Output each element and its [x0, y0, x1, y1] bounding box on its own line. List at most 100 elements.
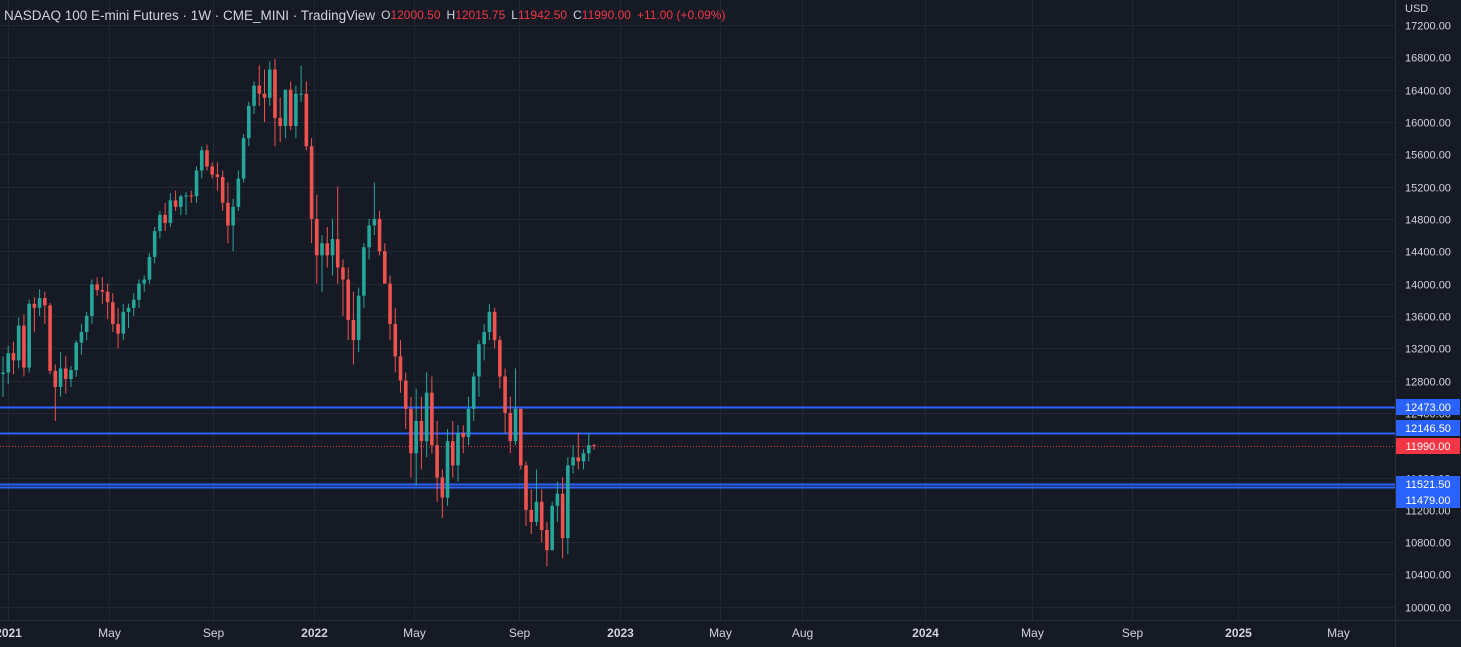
- candle-body: [503, 376, 507, 413]
- candle: [220, 170, 225, 211]
- candle-body: [487, 311, 492, 333]
- time-tick-label: May: [403, 626, 426, 640]
- candle-body: [137, 283, 141, 300]
- candle-body: [524, 465, 528, 510]
- candle: [283, 89, 288, 139]
- price-tick-label: 15600.00: [1405, 150, 1451, 162]
- candle: [27, 299, 31, 373]
- candle-body: [435, 445, 439, 478]
- candle-body: [79, 332, 84, 343]
- price-level-tag: [1396, 399, 1460, 415]
- price-level-tag: [1396, 420, 1460, 436]
- candle: [236, 170, 241, 211]
- candle-body: [304, 93, 309, 147]
- candle-body: [90, 284, 94, 316]
- candle: [37, 289, 42, 316]
- candle: [215, 162, 220, 191]
- time-tick-label: Sep: [203, 626, 225, 640]
- candle: [95, 277, 99, 296]
- candle-body: [163, 214, 167, 223]
- candle-body: [100, 290, 105, 292]
- candle-body: [539, 501, 544, 531]
- high-value: 12015.75: [455, 8, 506, 22]
- candle: [90, 279, 94, 324]
- candle: [168, 193, 173, 228]
- candle: [414, 388, 418, 486]
- candle: [43, 291, 47, 324]
- ohlc-values: O12000.50 H12015.75 L11942.50 C11990.00 …: [381, 8, 725, 22]
- candle: [539, 489, 544, 543]
- candle: [11, 341, 16, 375]
- candle: [529, 489, 534, 535]
- candle: [498, 336, 502, 389]
- candle-body: [27, 303, 31, 368]
- candle-body: [58, 368, 63, 388]
- candle-body: [440, 477, 445, 498]
- candle-body: [1, 372, 5, 375]
- change-value: +11.00 (+0.09%): [636, 8, 726, 22]
- candle: [273, 58, 277, 147]
- price-tick-label: 11200.00: [1405, 506, 1450, 518]
- candle: [210, 162, 215, 179]
- candle-body: [576, 457, 581, 462]
- candle: [487, 303, 492, 341]
- price-tick-label: 16400.00: [1405, 86, 1451, 98]
- candle-body: [236, 178, 241, 207]
- candle: [231, 198, 235, 252]
- time-tick-label: May: [98, 626, 121, 640]
- candle: [372, 182, 377, 236]
- price-tags: 12473.00 12146.50 11521.50 11479.00 11990.00: [1396, 399, 1460, 508]
- symbol-title[interactable]: NASDAQ 100 E-mini Futures · 1W · CME_MIN…: [4, 7, 376, 23]
- candle-body: [48, 305, 52, 371]
- candle-body: [283, 89, 288, 127]
- candle: [461, 424, 466, 454]
- candle: [555, 481, 560, 522]
- candle-body: [37, 298, 42, 308]
- candle-body: [199, 150, 204, 171]
- currency-label: USD: [1405, 3, 1429, 15]
- candle-body: [288, 89, 293, 127]
- candle-body: [22, 325, 26, 368]
- candle-body: [299, 93, 303, 95]
- time-tick-label: 2023: [607, 626, 634, 640]
- candle: [456, 424, 460, 482]
- candle: [137, 279, 141, 308]
- candle: [53, 364, 58, 421]
- candle: [424, 372, 429, 458]
- price-tick-label: 14000.00: [1405, 280, 1451, 292]
- candle-body: [173, 200, 178, 207]
- candle: [131, 293, 136, 316]
- candle-body: [403, 380, 408, 409]
- candle-body: [581, 453, 586, 462]
- candle: [16, 317, 21, 369]
- candle: [184, 192, 188, 215]
- open-label: O: [381, 8, 391, 22]
- time-tick-label: 2024: [912, 626, 939, 640]
- candle: [477, 340, 481, 397]
- candle: [508, 396, 513, 454]
- candle: [377, 210, 382, 256]
- price-tick-label: 12800.00: [1405, 377, 1451, 389]
- candle: [362, 243, 366, 308]
- candle: [247, 101, 251, 147]
- price-tick-label: 10000.00: [1405, 603, 1451, 615]
- candle-body: [518, 408, 523, 466]
- candle: [189, 190, 194, 203]
- price-tick-label: 13200.00: [1405, 344, 1451, 356]
- horizontal-levels: [0, 406, 1395, 489]
- candle: [179, 194, 183, 215]
- candle: [503, 368, 507, 434]
- candle: [84, 311, 89, 341]
- candle: [356, 287, 361, 353]
- candle-body: [529, 509, 534, 522]
- candle-body: [158, 214, 162, 232]
- candle-body: [571, 457, 575, 466]
- candle-body: [294, 93, 298, 127]
- time-axis[interactable]: 2021 May Sep 2022 May Sep 2023 May Aug 2024 May Sep…: [0, 626, 1350, 640]
- candle: [294, 85, 298, 139]
- candle: [48, 302, 52, 375]
- price-tick-label: 10400.00: [1405, 570, 1451, 582]
- candle-body: [534, 501, 539, 522]
- candle-body: [43, 298, 47, 306]
